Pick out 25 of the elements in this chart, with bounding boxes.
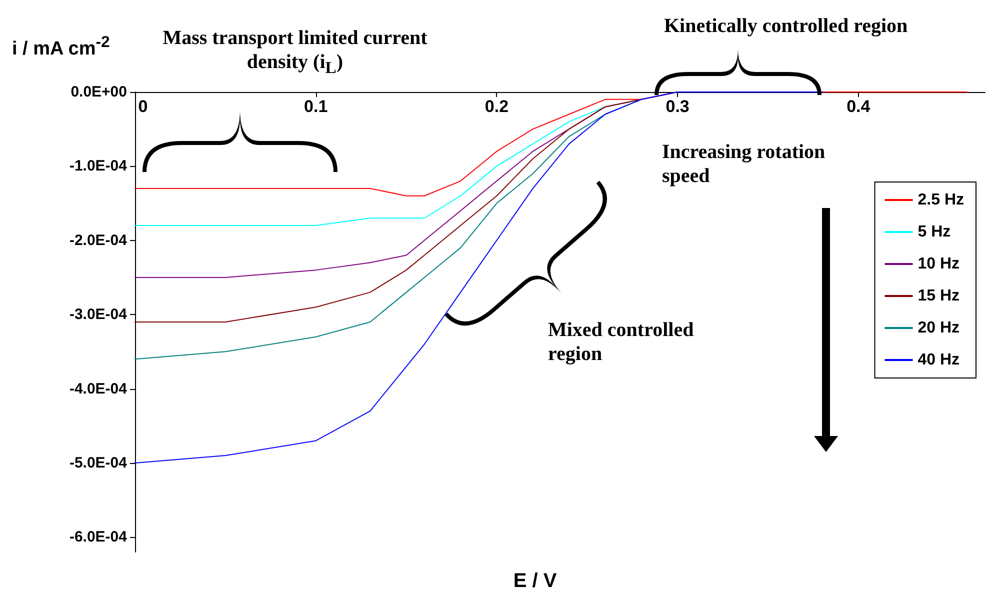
x-axis-title: E / V bbox=[512, 570, 558, 593]
legend-label: 15 Hz bbox=[918, 288, 960, 304]
legend-label: 20 Hz bbox=[918, 320, 960, 336]
x-tick-label: 0.4 bbox=[846, 97, 871, 116]
x-tick-label: 0.3 bbox=[666, 97, 690, 116]
y-axis-title: i / mA cm$^{-2}$ bbox=[12, 34, 110, 60]
y-tick-label: -4.0E-04 bbox=[69, 380, 128, 398]
annotation: Increasing rotation speed bbox=[662, 140, 826, 188]
y-tick-label: -1.0E-04 bbox=[69, 158, 128, 175]
y-tick-label: 0.0E+00 bbox=[70, 84, 127, 100]
annotation: Mixed controlled region bbox=[548, 318, 695, 366]
legend-label: 2.5 Hz bbox=[918, 192, 964, 208]
legend-label: 5 Hz bbox=[918, 224, 951, 240]
legend-label: 10 Hz bbox=[918, 256, 960, 272]
x-tick-label: 0.1 bbox=[304, 97, 328, 116]
y-tick-label: -5.0E-04 bbox=[69, 454, 128, 472]
x-tick-label: 0.2 bbox=[484, 97, 509, 116]
x-tick-label: 0 bbox=[138, 97, 148, 116]
legend-label: 40 Hz bbox=[918, 352, 960, 368]
y-tick-label: -3.0E-04 bbox=[69, 306, 128, 324]
text: Kinetically controlled region bbox=[664, 14, 909, 38]
text: Mass transport limited current density (i$_{L}$) bbox=[162, 26, 428, 79]
y-tick-label: -2.0E-04 bbox=[69, 232, 128, 249]
y-tick-label: -6.0E-04 bbox=[69, 528, 128, 546]
line-series bbox=[134, 92, 823, 464]
